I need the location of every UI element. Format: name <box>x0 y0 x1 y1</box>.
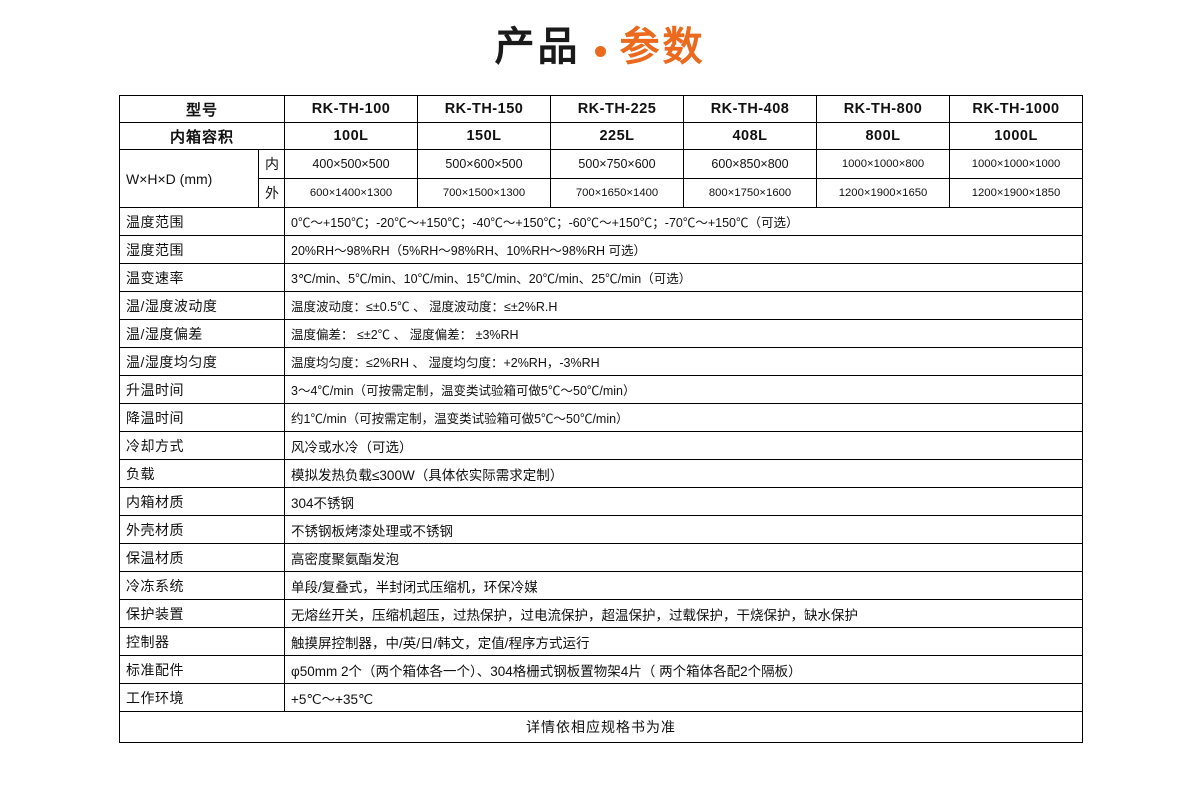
spec-name: 温变速率 <box>118 263 286 292</box>
volume-cell-3: 225L <box>550 122 685 150</box>
spec-value: 约1℃/min（可按需定制，温变类试验箱可做5℃～50℃/min） <box>284 403 1084 432</box>
page-title-accent: 参数 <box>619 24 706 69</box>
spec-value: 无熔丝开关，压缩机超压，过热保护，过电流保护，超温保护，过载保护，干烧保护，缺水… <box>284 599 1084 628</box>
table-row-dimensions-inner: W×H×D (mm) 内 400×500×500 500×600×500 500… <box>119 149 1084 208</box>
dimension-outer-2: 700×1500×1300 <box>417 178 552 208</box>
volume-cell-6: 1000L <box>949 122 1084 150</box>
table-row-spec: 保温材质 高密度聚氨酯发泡 <box>118 543 1084 572</box>
dimension-sub-outer: 外 <box>257 178 286 208</box>
table-row-spec: 外壳材质 不锈钢板烤漆处理或不锈钢 <box>118 515 1084 544</box>
spec-value: 温度偏差： ≤±2℃ 、 湿度偏差： ±3%RH <box>284 319 1084 348</box>
table-row-spec: 降温时间 约1℃/min（可按需定制，温变类试验箱可做5℃～50℃/min） <box>118 403 1084 432</box>
table-row-spec: 湿度范围 20%RH～98%RH（5%RH～98%RH、10%RH～98%RH … <box>118 235 1084 264</box>
volume-cell-1: 100L <box>284 122 419 150</box>
dimension-outer-6: 1200×1900×1850 <box>949 178 1084 208</box>
dimension-inner-3: 500×750×600 <box>550 149 685 179</box>
dimension-inner-1: 400×500×500 <box>284 149 419 179</box>
spec-name: 湿度范围 <box>118 235 286 264</box>
table-row-spec: 保护装置 无熔丝开关，压缩机超压，过热保护，过电流保护，超温保护，过载保护，干烧… <box>118 599 1084 628</box>
spec-name: 温度范围 <box>118 207 286 236</box>
page-title: 产品 参数 <box>0 14 1200 72</box>
model-cell-5: RK-TH-800 <box>816 95 951 123</box>
table-row-dimensions-outer: 外 600×1400×1300 700×1500×1300 700×1650×1… <box>120 178 1084 208</box>
spec-value: 高密度聚氨酯发泡 <box>284 543 1084 572</box>
header-label-model: 型号 <box>118 95 286 123</box>
spec-name: 控制器 <box>118 627 286 656</box>
dimension-outer-5: 1200×1900×1650 <box>816 178 951 208</box>
dimension-inner-4: 600×850×800 <box>683 149 818 179</box>
volume-cell-5: 800L <box>816 122 951 150</box>
model-cell-1: RK-TH-100 <box>284 95 419 123</box>
table-row-spec: 升温时间 3～4℃/min（可按需定制，温变类试验箱可做5℃～50℃/min） <box>118 375 1084 404</box>
table-row-spec: 内箱材质 304不锈钢 <box>118 487 1084 516</box>
table-row-spec: 温/湿度波动度 温度波动度：≤±0.5℃ 、 湿度波动度：≤±2%R.H <box>118 291 1084 320</box>
spec-name: 冷却方式 <box>118 431 286 460</box>
volume-cell-4: 408L <box>683 122 818 150</box>
spec-name: 保温材质 <box>118 543 286 572</box>
spec-value: 风冷或水冷（可选） <box>284 431 1084 460</box>
table-row-spec: 温度范围 0℃～+150℃；-20℃～+150℃；-40℃～+150℃；-60℃… <box>118 207 1084 236</box>
spec-name: 升温时间 <box>118 375 286 404</box>
bullet-dot-icon <box>594 46 606 58</box>
dimension-label: W×H×D (mm) <box>119 149 259 208</box>
spec-value: 20%RH～98%RH（5%RH～98%RH、10%RH～98%RH 可选） <box>284 235 1084 264</box>
table-row-spec: 工作环境 +5℃～+35℃ <box>118 683 1084 712</box>
spec-value: 温度波动度：≤±0.5℃ 、 湿度波动度：≤±2%R.H <box>284 291 1084 320</box>
spec-name: 负载 <box>118 459 286 488</box>
spec-value: 3℃/min、5℃/min、10℃/min、15℃/min、20℃/min、25… <box>284 263 1084 292</box>
spec-value: φ50mm 2个（两个箱体各一个）、304格栅式钢板置物架4片（ 两个箱体各配2… <box>284 655 1084 684</box>
table-row-model: 型号 RK-TH-100 RK-TH-150 RK-TH-225 RK-TH-4… <box>118 95 1084 123</box>
spec-value: 0℃～+150℃；-20℃～+150℃；-40℃～+150℃；-60℃～+150… <box>284 207 1084 236</box>
spec-value: 不锈钢板烤漆处理或不锈钢 <box>284 515 1084 544</box>
model-cell-3: RK-TH-225 <box>550 95 685 123</box>
dimension-outer-3: 700×1650×1400 <box>550 178 685 208</box>
dimension-inner-6: 1000×1000×1000 <box>949 149 1084 179</box>
spec-value: 模拟发热负载≤300W（具体依实际需求定制） <box>284 459 1084 488</box>
spec-name: 工作环境 <box>118 683 286 712</box>
dimension-outer-1: 600×1400×1300 <box>284 178 419 208</box>
page-title-main: 产品 <box>494 24 581 69</box>
spec-name: 温/湿度波动度 <box>118 291 286 320</box>
model-cell-6: RK-TH-1000 <box>949 95 1084 123</box>
spec-name: 标准配件 <box>118 655 286 684</box>
spec-value: 3～4℃/min（可按需定制，温变类试验箱可做5℃～50℃/min） <box>284 375 1084 404</box>
table-row-spec: 负载 模拟发热负载≤300W（具体依实际需求定制） <box>118 459 1084 488</box>
spec-name: 内箱材质 <box>118 487 286 516</box>
specification-table: 型号 RK-TH-100 RK-TH-150 RK-TH-225 RK-TH-4… <box>118 95 1084 743</box>
table-row-volume: 内箱容积 100L 150L 225L 408L 800L 1000L <box>118 122 1084 150</box>
volume-cell-2: 150L <box>417 122 552 150</box>
table-row-spec: 温/湿度偏差 温度偏差： ≤±2℃ 、 湿度偏差： ±3%RH <box>118 319 1084 348</box>
spec-value: 304不锈钢 <box>284 487 1084 516</box>
dimension-outer-4: 800×1750×1600 <box>683 178 818 208</box>
spec-value: +5℃～+35℃ <box>284 683 1084 712</box>
table-footer-note: 详情依相应规格书为准 <box>118 711 1084 743</box>
dimension-inner-5: 1000×1000×800 <box>816 149 951 179</box>
header-label-volume: 内箱容积 <box>118 122 286 150</box>
dimension-sub-inner: 内 <box>257 149 286 179</box>
table-row-spec: 标准配件 φ50mm 2个（两个箱体各一个）、304格栅式钢板置物架4片（ 两个… <box>118 655 1084 684</box>
spec-name: 外壳材质 <box>118 515 286 544</box>
table-row-spec: 冷却方式 风冷或水冷（可选） <box>118 431 1084 460</box>
spec-value: 单段/复叠式，半封闭式压缩机，环保冷媒 <box>284 571 1084 600</box>
table-row-spec: 温变速率 3℃/min、5℃/min、10℃/min、15℃/min、20℃/m… <box>118 263 1084 292</box>
spec-value: 温度均匀度：≤2%RH 、 湿度均匀度：+2%RH，-3%RH <box>284 347 1084 376</box>
spec-name: 降温时间 <box>118 403 286 432</box>
table-row-footer: 详情依相应规格书为准 <box>118 711 1084 743</box>
spec-name: 冷冻系统 <box>118 571 286 600</box>
table-row-spec: 控制器 触摸屏控制器，中/英/日/韩文，定值/程序方式运行 <box>118 627 1084 656</box>
dimension-inner-2: 500×600×500 <box>417 149 552 179</box>
table-row-spec: 温/湿度均匀度 温度均匀度：≤2%RH 、 湿度均匀度：+2%RH，-3%RH <box>118 347 1084 376</box>
spec-name: 保护装置 <box>118 599 286 628</box>
model-cell-4: RK-TH-408 <box>683 95 818 123</box>
table-row-spec: 冷冻系统 单段/复叠式，半封闭式压缩机，环保冷媒 <box>118 571 1084 600</box>
spec-name: 温/湿度均匀度 <box>118 347 286 376</box>
model-cell-2: RK-TH-150 <box>417 95 552 123</box>
spec-name: 温/湿度偏差 <box>118 319 286 348</box>
spec-value: 触摸屏控制器，中/英/日/韩文，定值/程序方式运行 <box>284 627 1084 656</box>
